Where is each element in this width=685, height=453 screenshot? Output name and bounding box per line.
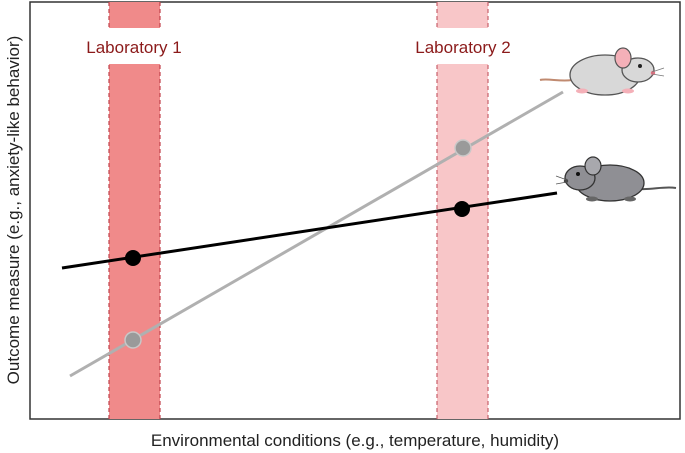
mouse-gray-icon bbox=[555, 156, 677, 202]
strain-b-point-lab1 bbox=[125, 250, 141, 266]
strain-b-point-lab2 bbox=[454, 201, 470, 217]
lab2-label: Laboratory 2 bbox=[415, 38, 510, 57]
lab2-label-backdrop bbox=[400, 28, 526, 64]
mouse-white-icon bbox=[539, 47, 665, 96]
lab1-label: Laboratory 1 bbox=[86, 38, 181, 57]
lab1-label-backdrop bbox=[74, 28, 196, 64]
x-axis-label: Environmental conditions (e.g., temperat… bbox=[151, 431, 559, 450]
strain-a-point-lab2 bbox=[454, 139, 472, 157]
strain-b-line bbox=[61, 191, 558, 270]
strain-a-line bbox=[69, 90, 564, 378]
y-axis-label: Outcome measure (e.g., anxiety-like beha… bbox=[4, 36, 23, 385]
strain-a-point-lab1 bbox=[124, 331, 142, 349]
